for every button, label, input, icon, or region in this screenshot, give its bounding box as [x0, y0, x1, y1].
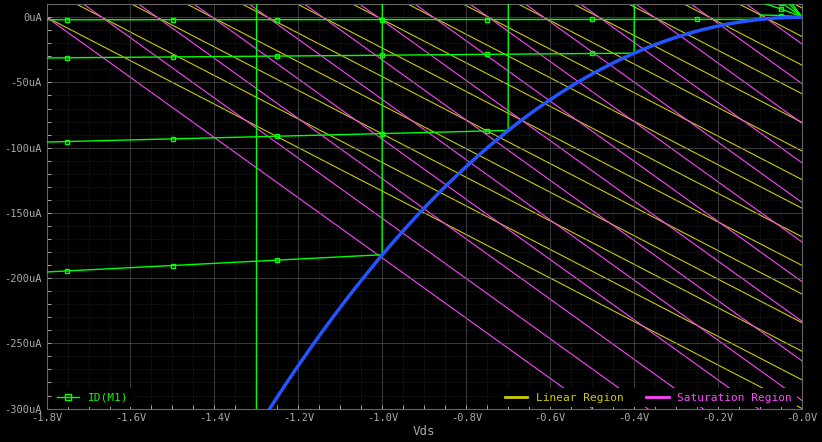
X-axis label: Vds: Vds	[413, 425, 436, 438]
Legend: Linear Region, Saturation Region: Linear Region, Saturation Region	[501, 388, 797, 407]
